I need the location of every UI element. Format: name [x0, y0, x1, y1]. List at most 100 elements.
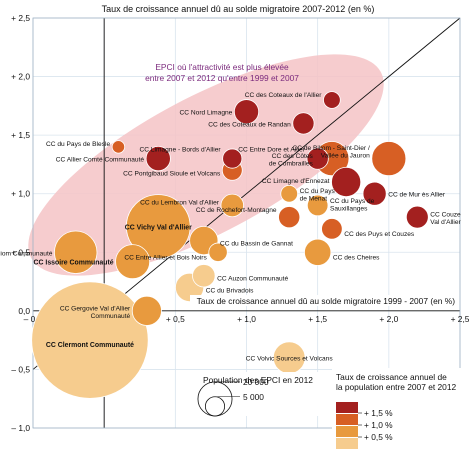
color-legend-swatch: [336, 414, 358, 425]
bubble: [31, 281, 149, 399]
bubble: [331, 166, 362, 198]
point-label-line: CC du Brivadois: [206, 287, 254, 294]
x-tick-label: + 2,5: [451, 314, 469, 324]
point-label: CC des Puys et Couzes: [344, 231, 415, 238]
bubble: [115, 244, 151, 280]
x-tick-label: – 0,5: [24, 314, 43, 324]
y-tick-label: + 2,5: [11, 13, 30, 23]
x-tick-label: + 1,0: [237, 314, 256, 324]
point-label: CC du Pays de Sauxillanges: [330, 198, 375, 213]
point-label-line: CC Entre Dore et Allier: [238, 147, 305, 154]
point-label: CC Couze Val d'Allier: [430, 212, 461, 227]
highlight-zone-label-line: entre 2007 et 2012 qu'entre 1999 et 2007: [145, 73, 299, 83]
size-legend-background: [198, 372, 328, 416]
color-legend-title-line: Taux de croissance annuel de: [336, 372, 447, 382]
point-label: CC de Mur ès Allier: [388, 192, 446, 199]
point-label: CC Gergovie Val d'Allier Communauté: [60, 305, 131, 320]
y-tick-label: + 2,0: [11, 72, 30, 82]
x-tick-label: + 1,5: [308, 314, 327, 324]
point-label: CC du Brivadois: [206, 287, 254, 294]
highlight-zone-label-line: EPCI où l'attractivité est plus élevée: [155, 62, 289, 72]
bubble: [125, 194, 191, 259]
bubble: [233, 99, 260, 125]
point-label: CC de Rochefort-Montagne: [196, 207, 277, 214]
y-tick-label: – 0,5: [11, 364, 30, 374]
tick-labels: – 1,0– 0,50,0+ 0,5+ 1,0+ 1,5+ 2,0+ 2,5– …: [11, 13, 469, 433]
point-label-line: CC Allier Comté Communauté: [56, 157, 145, 164]
y-tick-label: + 0,5: [11, 247, 30, 257]
point-label-line: CC des Côtes: [272, 153, 314, 160]
point-label: CC Auzon Communauté: [217, 276, 288, 283]
point-label-line: CC Vichy Val d'Allier: [125, 225, 192, 232]
point-label-line: CC Riom Communauté: [0, 250, 53, 257]
plot-frame: [32, 17, 461, 429]
highlight-zone: [28, 54, 384, 276]
bubble: [111, 140, 126, 154]
point-label: CC Issoire Communauté: [34, 260, 114, 267]
x-label-background: [190, 295, 456, 306]
point-label: CC Entre Allier et Bois Noirs: [124, 254, 207, 261]
point-label-line: CC Couze: [430, 212, 461, 219]
point-label-line: CC Volvic Sources et Volcans: [246, 356, 334, 363]
bubble: [306, 194, 329, 217]
bubble: [321, 218, 343, 240]
y-tick-label: + 1,0: [11, 189, 30, 199]
point-label-line: CC du Pays: [300, 188, 336, 195]
y-tick-label: – 1,0: [11, 423, 30, 433]
color-legend-label: + 1,5 %: [364, 408, 393, 418]
point-label-line: Communauté: [91, 313, 131, 320]
point-label-line: CC du Lembron Val d'Allier: [140, 199, 220, 206]
point-label: CC des Coteaux de Randan: [208, 121, 291, 128]
point-label-line: CC de Billom - Saint-Dier /: [292, 145, 369, 152]
point-label-line: CC de Rochefort-Montagne: [196, 207, 277, 214]
color-legend-swatch: [336, 402, 358, 413]
color-legend-label: + 0,5 %: [364, 432, 393, 442]
color-legend-swatch: [336, 426, 358, 437]
point-label: CC Pontgibaud Sioule et Volcans: [123, 170, 221, 177]
point-label-line: CC Limagne - Bords d'Allier: [139, 147, 221, 154]
y-tick-label: 0,0: [18, 306, 30, 316]
bubble: [54, 230, 98, 274]
point-label: CC Limagne - Bords d'Allier: [139, 147, 221, 154]
size-legend-label: 5 000: [243, 392, 264, 402]
color-legend-swatch: [336, 438, 358, 449]
bubble: [220, 193, 244, 218]
bubble: [131, 295, 162, 326]
bubble: [304, 238, 332, 266]
point-label-line: CC des Coteaux de l'Allier: [245, 92, 323, 99]
point-label: CC Vichy Val d'Allier: [125, 225, 192, 232]
point-label: CC Riom Communauté: [0, 250, 53, 257]
x-axis-label: Taux de croissance annuel dû au solde mi…: [197, 296, 456, 306]
point-label-line: CC de Mur ès Allier: [388, 192, 446, 199]
point-label-line: CC Issoire Communauté: [34, 260, 114, 267]
point-label: CC du Pays de Menat: [300, 188, 336, 203]
bubble: [145, 146, 171, 172]
highlight-zone-label: EPCI où l'attractivité est plus élevéeen…: [145, 62, 299, 83]
point-label-line: Vallée du Jauron: [321, 153, 370, 160]
point-label-line: CC Gergovie Val d'Allier: [60, 305, 131, 312]
point-label-line: CC des Coteaux de Randan: [208, 121, 291, 128]
bubble: [222, 148, 243, 169]
bubble: [192, 264, 216, 288]
point-label: CC Nord Limagne: [180, 110, 233, 117]
bubble: [362, 181, 387, 206]
point-label: CC Allier Comté Communauté: [56, 157, 145, 164]
bubble: [371, 141, 407, 177]
color-legend-label: + 1,0 %: [364, 420, 393, 430]
point-label: CC du Pays de Blesle: [46, 141, 110, 148]
bubble: [292, 112, 315, 135]
point-label: CC Limagne d'Ennezat: [262, 178, 330, 185]
point-label-line: CC Entre Allier et Bois Noirs: [124, 254, 207, 261]
point-labels: CC Clermont Communauté CC Vichy Val d'All…: [0, 92, 462, 363]
x-tick-label: + 0,5: [166, 314, 185, 324]
point-label-line: CC Nord Limagne: [180, 110, 233, 117]
point-label: CC du Bassin de Gannat: [220, 241, 293, 248]
point-label-line: CC Pontgibaud Sioule et Volcans: [123, 170, 221, 177]
point-label: CC des Coteaux de l'Allier: [245, 92, 323, 99]
point-label: CC Entre Dore et Allier: [238, 147, 305, 154]
bubble: [323, 91, 341, 109]
point-label: CC des Côtes de Combrailles: [269, 153, 314, 168]
color-legend-title-line: la population entre 2007 et 2012: [336, 382, 456, 392]
